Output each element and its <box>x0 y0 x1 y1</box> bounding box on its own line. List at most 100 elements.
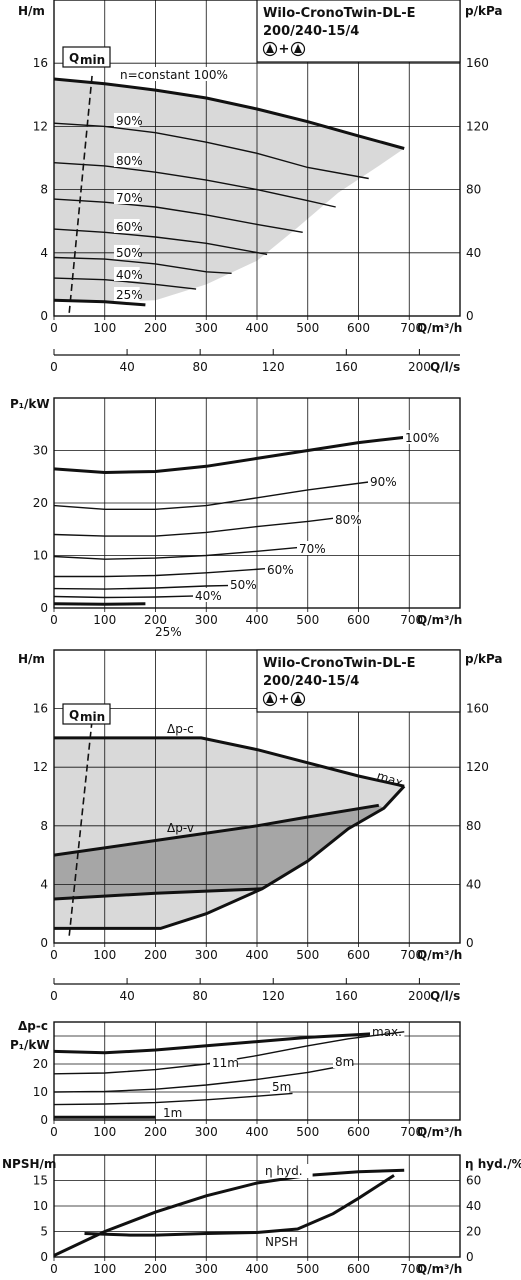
x-tick-label: 200 <box>144 948 167 962</box>
curve-label: 50% <box>116 246 143 260</box>
y-tick-label: 10 <box>33 1199 48 1213</box>
secondary-x-tick-label: 80 <box>193 989 208 1003</box>
power-curve <box>53 1030 405 1055</box>
panel-4: 0 100 200 300 400 500 600 700Q/m³/h01020max.11m… <box>10 1019 462 1139</box>
y-tick-label: 4 <box>40 246 48 260</box>
power-curve <box>53 546 298 560</box>
secondary-x-tick-label: 200 <box>408 989 431 1003</box>
curve-label: 70% <box>299 542 326 556</box>
y-right-tick-label: 0 <box>466 936 474 950</box>
pump-triangle-icon <box>266 694 274 703</box>
control-curve <box>54 736 405 788</box>
secondary-x-tick-label: 120 <box>262 360 285 374</box>
curve-label: 60% <box>267 563 294 577</box>
curve-label-bg <box>333 512 359 526</box>
chart-subtitle: 200/240-15/4 <box>263 674 359 689</box>
x-tick-label: 100 <box>93 1125 116 1139</box>
x-tick-label: 0 <box>50 1125 58 1139</box>
x-axis-label: Q/m³/h <box>417 1125 462 1139</box>
y-right-tick-label: 20 <box>466 1225 481 1239</box>
x-tick-label: 200 <box>144 1125 167 1139</box>
y-tick-label: 12 <box>33 760 48 774</box>
control-curve <box>54 785 406 930</box>
qmin-line <box>68 720 93 936</box>
x-tick-label: 400 <box>246 1262 269 1276</box>
secondary-x-tick-label: 40 <box>119 989 134 1003</box>
y-tick-label: 0 <box>40 1250 48 1264</box>
power-curve <box>53 584 232 590</box>
x-axis-label: Q/m³/h <box>417 1262 462 1276</box>
control-curve <box>53 887 263 901</box>
curve-label-bg <box>114 113 140 127</box>
curve-label-bg <box>403 430 436 444</box>
curve-label-bg <box>153 624 179 638</box>
pump-triangle-icon <box>266 44 274 53</box>
curve-label: 25% <box>116 288 143 302</box>
chart-subtitle: 200/240-15/4 <box>263 24 359 39</box>
curve-label-bg <box>114 287 140 301</box>
secondary-x-tick-label: 200 <box>408 360 431 374</box>
pump-triangle-icon <box>294 694 302 703</box>
y-tick-label: 20 <box>33 496 48 510</box>
y-tick-label: 20 <box>33 1057 48 1071</box>
curve-label-bg <box>297 541 323 555</box>
curve-label: 80% <box>116 154 143 168</box>
x-axis-label: Q/m³/h <box>417 613 462 627</box>
y-right-tick-label: 40 <box>466 1199 481 1213</box>
x-tick-label: 200 <box>144 321 167 335</box>
x-tick-label: 700 <box>400 948 423 962</box>
curve-label: η hyd. <box>265 1164 303 1178</box>
curve-label-bg <box>114 245 140 259</box>
y-right-tick-label: 0 <box>466 309 474 323</box>
curve-label: 40% <box>116 268 143 282</box>
qmin-sub: min <box>80 53 105 67</box>
y-tick-label: 12 <box>33 119 48 133</box>
operating-envelope <box>54 79 405 302</box>
curve-label-bg <box>263 1164 313 1178</box>
y-axis-label: P₁/kW <box>10 1038 50 1052</box>
secondary-x-tick-label: 80 <box>193 360 208 374</box>
y-axis-label-top: Δp-c <box>18 1019 48 1033</box>
curve-label-bg <box>210 1056 237 1069</box>
x-tick-label: 500 <box>296 1262 319 1276</box>
curve-label-bg <box>193 588 219 602</box>
x-tick-label: 300 <box>195 1262 218 1276</box>
y-right-tick-label: 60 <box>466 1174 481 1188</box>
x-tick-label: 700 <box>400 1125 423 1139</box>
control-curve <box>53 803 380 857</box>
qmin-label: Q <box>69 51 79 65</box>
secondary-x-axis-label: Q/l/s <box>430 989 460 1003</box>
dp-v-region <box>54 805 384 899</box>
y-tick-label: 10 <box>33 1085 48 1099</box>
y-tick-label: 0 <box>40 936 48 950</box>
secondary-x-tick-label: 40 <box>119 360 134 374</box>
y-right-axis-label: p/kPa <box>465 652 503 666</box>
pump-triangle-icon <box>294 44 302 53</box>
y-tick-label: 0 <box>40 309 48 323</box>
x-tick-label: 700 <box>400 613 423 627</box>
curve-label-bg <box>265 562 291 576</box>
curve-label-bg <box>161 1106 181 1119</box>
pump-curve <box>53 122 369 180</box>
curve-label-bg <box>114 219 140 233</box>
y-tick-label: 5 <box>40 1225 48 1239</box>
power-curve <box>53 1092 293 1106</box>
power-curve <box>54 567 268 578</box>
curve-label: Δp-v <box>167 821 194 835</box>
power-curve <box>53 435 405 475</box>
y-axis-label: H/m <box>18 652 45 666</box>
x-tick-label: 400 <box>246 321 269 335</box>
x-tick-label: 400 <box>246 1125 269 1139</box>
y-axis-label: NPSH/m <box>2 1157 56 1171</box>
curve-label-bg <box>114 267 140 281</box>
x-tick-label: 300 <box>195 321 218 335</box>
y-right-tick-label: 120 <box>466 760 489 774</box>
x-tick-label: 700 <box>400 1262 423 1276</box>
panel-1: 0 100 200 300 400 500 600 700Q/m³/h048121604080… <box>18 0 503 335</box>
qmin-sub: min <box>80 710 105 724</box>
x-tick-label: 0 <box>50 1262 58 1276</box>
curve-label-bg <box>114 153 140 167</box>
x-tick-label: 500 <box>296 948 319 962</box>
